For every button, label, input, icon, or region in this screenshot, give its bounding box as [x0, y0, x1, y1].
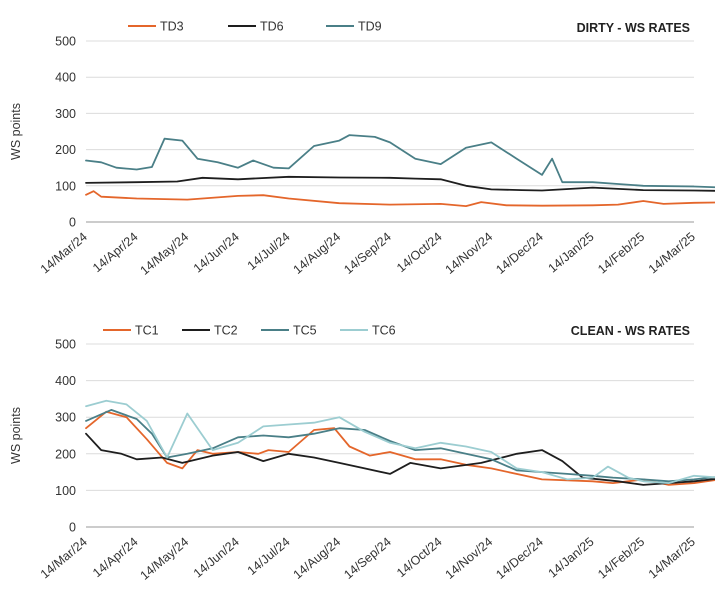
chart-2-y-tick-label: 0	[69, 521, 76, 535]
chart-2-y-axis-title: WS points	[9, 407, 23, 464]
chart-1-y-axis-title: WS points	[9, 103, 23, 160]
chart-1-series-line-td6	[85, 175, 715, 192]
chart-1-x-tick-label: 14/Sep/24	[341, 230, 394, 277]
chart-2-x-tick-label: 14/Dec/24	[493, 535, 546, 582]
chart-1-x-tick-label: 14/Feb/25	[595, 230, 647, 277]
chart-2-x-tick-label: 14/Apr/24	[90, 535, 141, 581]
chart-1-panel: 0 100 200 300 400 500 WS points 14/Mar/24 14/Apr…	[9, 20, 715, 278]
chart-1-series-line-td9	[85, 134, 715, 189]
chart-1-x-tick-label: 14/Nov/24	[443, 230, 496, 277]
chart-1-x-tick-label: 14/Mar/24	[38, 230, 90, 277]
chart-2-y-tick-label: 500	[55, 338, 76, 352]
chart-2-legend-label-tc2: TC2	[214, 324, 238, 338]
chart-2-series-line-tc2	[85, 432, 715, 486]
chart-2-legend-label-tc1: TC1	[135, 324, 159, 338]
chart-2-x-tick-label: 14/Nov/24	[443, 535, 496, 582]
chart-2-x-tick-label: 14/Jan/25	[546, 535, 597, 581]
chart-1-title: DIRTY - WS RATES	[577, 21, 690, 35]
chart-2-series-line-tc1	[85, 410, 715, 486]
chart-2-panel: 0 100 200 300 400 500 WS points 14/Mar/24 14/Apr…	[9, 324, 715, 583]
chart-2-legend-label-tc5: TC5	[293, 324, 317, 338]
chart-1-series-line-td3	[85, 190, 715, 207]
chart-1-legend-label-td6: TD6	[260, 20, 284, 34]
chart-1-x-tick-label: 14/Jul/24	[245, 230, 293, 273]
chart-1-x-tick-label: 14/Aug/24	[291, 230, 344, 277]
chart-2-y-tick-label: 300	[55, 411, 76, 425]
chart-1-y-tick-label: 300	[55, 107, 76, 121]
chart-2-x-tick-label: 14/Mar/25	[646, 535, 698, 582]
chart-1-x-tick-label: 14/Oct/24	[394, 230, 445, 276]
chart-2-title: CLEAN - WS RATES	[571, 324, 690, 338]
chart-2-legend-label-tc6: TC6	[372, 324, 396, 338]
chart-2-x-tick-label: 14/Jul/24	[245, 535, 293, 578]
chart-1-x-tick-label: 14/Apr/24	[90, 230, 141, 276]
chart-1-legend-label-td9: TD9	[358, 20, 382, 34]
chart-2-y-tick-label: 100	[55, 484, 76, 498]
chart-1-x-tick-label: 14/Jan/25	[546, 230, 597, 276]
chart-2-y-tick-label: 400	[55, 374, 76, 388]
chart-1-x-tick-label: 14/May/24	[138, 230, 192, 278]
chart-2-x-tick-label: 14/Jun/24	[191, 535, 242, 581]
chart-2-x-tick-label: 14/Sep/24	[341, 535, 394, 582]
chart-2-x-tick-label: 14/Feb/25	[595, 535, 647, 582]
chart-2-x-tick-label: 14/Aug/24	[291, 535, 344, 582]
chart-1-x-tick-label: 14/Dec/24	[493, 230, 546, 277]
chart-2-x-tick-label: 14/Oct/24	[394, 535, 445, 581]
chart-2-y-tick-label: 200	[55, 447, 76, 461]
chart-1-x-tick-label: 14/Mar/25	[646, 230, 698, 277]
chart-1-x-tick-label: 14/Jun/24	[191, 230, 242, 276]
chart-2-x-tick-label: 14/May/24	[138, 535, 192, 583]
chart-2-series-line-tc6	[85, 399, 715, 484]
chart-1-y-tick-label: 500	[55, 35, 76, 49]
chart-1-legend-label-td3: TD3	[160, 20, 184, 34]
chart-1-y-tick-label: 400	[55, 71, 76, 85]
chart-2-series-line-tc5	[85, 409, 715, 483]
chart-1-y-tick-label: 200	[55, 143, 76, 157]
chart-2-x-tick-label: 14/Mar/24	[38, 535, 90, 582]
chart-1-y-tick-label: 0	[69, 216, 76, 230]
chart-1-y-tick-label: 100	[55, 179, 76, 193]
